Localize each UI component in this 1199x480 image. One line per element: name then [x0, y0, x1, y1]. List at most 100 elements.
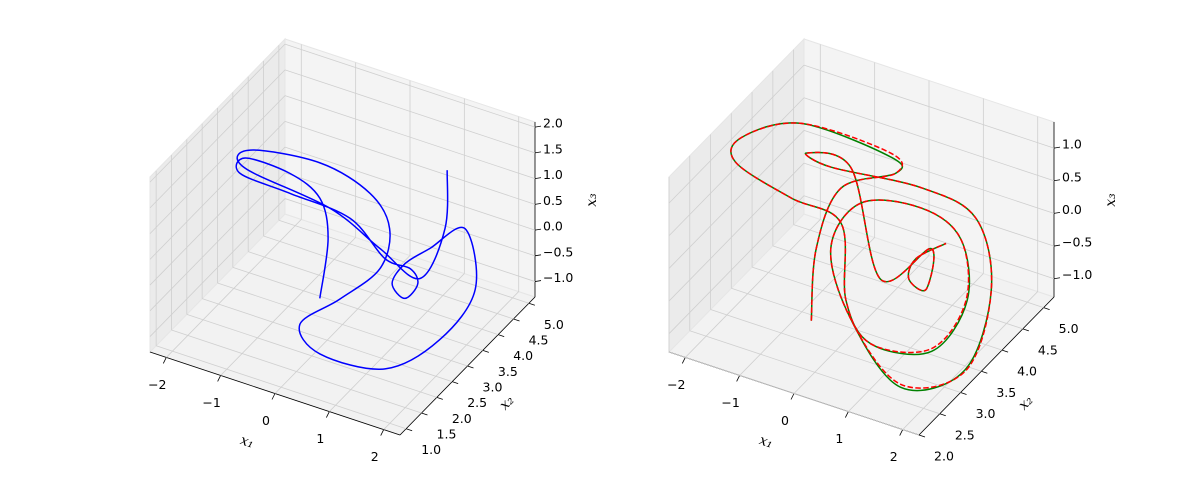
grid-line	[668, 130, 805, 269]
y-tick-label: 3.5	[498, 364, 518, 379]
grid-line	[284, 198, 536, 282]
y-tick	[406, 428, 413, 432]
y-tick	[960, 392, 967, 395]
y-tick-label: 3.0	[483, 380, 503, 395]
z-tick	[534, 202, 542, 205]
z-tick	[1053, 212, 1061, 214]
x-tick	[790, 393, 795, 400]
grid-line	[803, 97, 1055, 182]
y-tick-label: 4.0	[513, 348, 533, 363]
grid-line	[803, 195, 1055, 280]
z-tick	[1053, 146, 1061, 149]
y-tick-label: 1.0	[421, 442, 441, 457]
grid-line	[202, 298, 453, 383]
y-tick-label: 2.5	[955, 427, 975, 442]
y-tick-label: 4.5	[1038, 342, 1058, 357]
y-axis-label: x₂	[1016, 392, 1037, 413]
z-tick	[1053, 179, 1061, 182]
y-tick-label: 4.0	[1017, 364, 1037, 379]
y-tick	[1022, 328, 1029, 332]
grid-line	[149, 95, 286, 234]
grid-line	[171, 329, 422, 414]
grid-line	[803, 130, 1055, 214]
grid-line	[739, 237, 875, 376]
x-tick-label: −1	[202, 395, 220, 410]
grid-line	[668, 64, 805, 204]
grid-line	[803, 162, 1055, 247]
grid-line	[186, 313, 437, 398]
z-tick-label: −1.0	[1062, 267, 1092, 282]
x-tick	[325, 411, 330, 418]
y-tick	[452, 381, 459, 385]
y-tick-label: 4.5	[529, 332, 549, 347]
y-tick	[498, 334, 505, 338]
x-axis-label: x₁	[238, 432, 256, 451]
z-tick	[534, 151, 542, 154]
axes-3d: −2 −1 0 1 2 2.02.53.03.54.04.55.0 −1.0 −0.5 0.0 0…	[667, 37, 1119, 464]
grid-line	[149, 172, 286, 312]
grid-line	[149, 198, 286, 337]
x-axis-label: x₁	[757, 432, 775, 451]
grid-line	[284, 172, 536, 257]
z-tick-label: 0.5	[543, 193, 563, 208]
z-tick	[1053, 277, 1061, 280]
y-tick-label: 5.0	[1059, 321, 1079, 336]
grid-line	[263, 235, 514, 320]
grid-line	[793, 224, 1044, 308]
x-tick	[271, 393, 276, 400]
grid-line	[284, 120, 536, 205]
x-tick-label: 0	[262, 413, 270, 428]
grid-line	[668, 162, 805, 302]
x-tick-label: 2	[371, 449, 379, 464]
x-tick-label: 1	[835, 431, 843, 446]
z-tick	[534, 177, 542, 180]
y-tick	[918, 434, 926, 438]
y-tick-label: 3.5	[996, 385, 1016, 400]
grid-line	[248, 251, 499, 336]
y-tick-label: 2.0	[452, 411, 472, 426]
y-tick	[981, 370, 988, 374]
x-tick	[380, 429, 385, 436]
grid-line	[685, 219, 821, 358]
z-tick-label: 2.0	[543, 116, 563, 131]
z-tick	[534, 125, 542, 128]
y-tick	[482, 349, 489, 353]
y-tick-label: 3.0	[976, 406, 996, 421]
y-tick	[436, 396, 443, 400]
z-axis-label: x₃	[1103, 193, 1119, 207]
grid-line	[751, 266, 1003, 351]
grid-line	[156, 345, 407, 430]
grid-line	[668, 97, 805, 237]
x-tick-label: 2	[890, 449, 898, 464]
y-axis-line	[918, 296, 1055, 436]
x-tick-label: −2	[667, 377, 685, 392]
y-tick	[421, 412, 428, 416]
z-tick-label: 0.0	[543, 219, 563, 234]
z-tick-label: 0.5	[1062, 169, 1082, 184]
y-tick-label: 2.5	[467, 395, 487, 410]
grid-line	[217, 282, 468, 367]
y-tick-label: 2.0	[934, 449, 954, 464]
grid-line	[149, 43, 286, 183]
grid-line	[149, 121, 286, 260]
grid-line	[278, 219, 529, 304]
y-tick	[939, 413, 946, 417]
y-tick-label: 1.5	[437, 427, 457, 442]
grid-line	[149, 146, 286, 286]
grid-line	[284, 69, 536, 154]
z-tick-label: −1.0	[543, 270, 573, 285]
grid-line	[848, 273, 984, 412]
trajectory	[730, 122, 993, 389]
x-tick-label: 0	[781, 413, 789, 428]
z-tick	[534, 280, 542, 282]
x-tick	[162, 357, 167, 364]
grid-line	[284, 95, 536, 179]
grid-line	[902, 291, 1038, 430]
z-tick-label: 0.0	[1062, 202, 1082, 217]
x-tick	[681, 357, 686, 364]
z-tick	[534, 228, 542, 231]
y-tick	[513, 318, 520, 322]
